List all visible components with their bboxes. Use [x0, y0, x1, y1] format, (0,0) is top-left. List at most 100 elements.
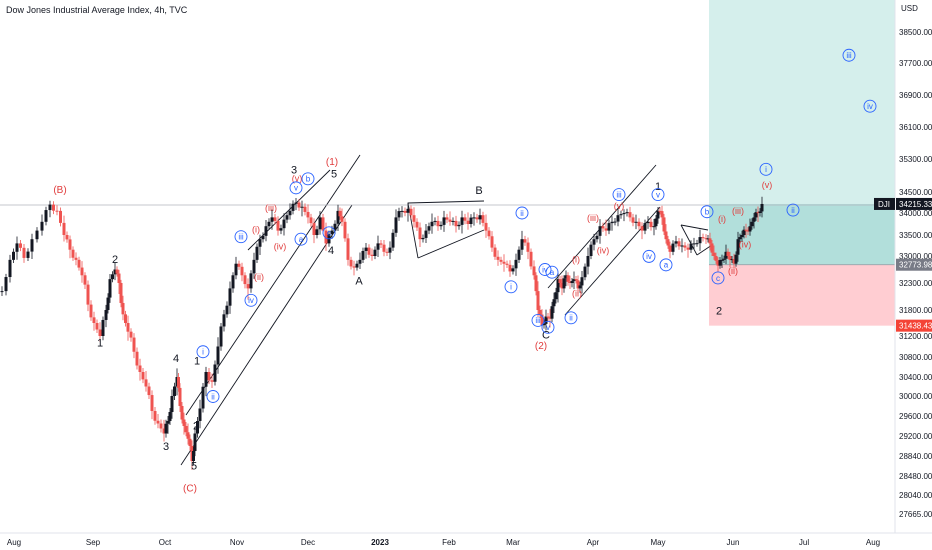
candle[interactable] [201, 386, 205, 409]
candle[interactable] [121, 302, 125, 315]
candle[interactable] [607, 223, 611, 231]
candle[interactable] [228, 288, 232, 306]
candle[interactable] [546, 316, 550, 318]
candle[interactable] [312, 223, 316, 235]
candle[interactable] [674, 241, 678, 244]
candle[interactable] [48, 204, 52, 211]
candle[interactable] [756, 212, 760, 214]
candle[interactable] [132, 337, 136, 352]
candle[interactable] [514, 259, 518, 269]
candle[interactable] [129, 331, 133, 338]
candle[interactable] [412, 215, 416, 222]
candle[interactable] [451, 220, 455, 222]
candle[interactable] [0, 291, 4, 293]
candle[interactable] [526, 242, 530, 252]
candle[interactable] [466, 220, 470, 224]
candle[interactable] [240, 266, 244, 276]
candle[interactable] [750, 221, 754, 227]
triangle-line[interactable] [407, 200, 485, 204]
candle[interactable] [493, 247, 497, 257]
candle[interactable] [560, 283, 564, 289]
candle[interactable] [113, 269, 117, 275]
candle[interactable] [124, 314, 127, 323]
candle[interactable] [340, 216, 344, 222]
candle[interactable] [540, 314, 544, 326]
candle[interactable] [184, 426, 188, 433]
triangle-line[interactable] [680, 224, 698, 256]
candle[interactable] [80, 267, 84, 276]
candle[interactable] [141, 372, 145, 380]
candle[interactable] [643, 223, 647, 231]
candle[interactable] [550, 306, 554, 319]
candle[interactable] [336, 210, 340, 224]
candle[interactable] [714, 256, 718, 261]
candle[interactable] [695, 243, 699, 245]
candle[interactable] [724, 251, 728, 259]
candle[interactable] [249, 273, 253, 289]
candle[interactable] [656, 210, 660, 219]
candle[interactable] [330, 230, 334, 235]
candle[interactable] [276, 220, 280, 231]
candle[interactable] [196, 421, 199, 434]
candle[interactable] [586, 256, 590, 267]
candle[interactable] [188, 438, 192, 446]
trend-lines[interactable] [0, 154, 895, 466]
candle[interactable] [421, 237, 425, 240]
candle[interactable] [481, 215, 485, 223]
candle[interactable] [637, 221, 641, 227]
candle[interactable] [424, 230, 428, 238]
candle[interactable] [692, 243, 696, 245]
candle[interactable] [182, 419, 186, 427]
candle[interactable] [71, 249, 75, 258]
candle[interactable] [415, 221, 419, 228]
candle[interactable] [162, 428, 166, 434]
candle[interactable] [86, 284, 90, 305]
candle[interactable] [367, 247, 371, 255]
candle[interactable] [475, 217, 479, 220]
candle[interactable] [258, 239, 262, 247]
candle[interactable] [430, 221, 434, 227]
candle[interactable] [95, 323, 99, 330]
candle[interactable] [748, 226, 752, 232]
candle[interactable] [662, 217, 666, 232]
price-axis[interactable]: USD 27665.00 28040.00 28480.00 28840.00 29200… [874, 0, 932, 533]
candle[interactable] [523, 239, 527, 243]
candle[interactable] [55, 210, 59, 212]
candle[interactable] [111, 274, 114, 280]
candle[interactable] [754, 212, 758, 218]
candle[interactable] [558, 279, 562, 283]
candle[interactable] [180, 406, 184, 420]
candle[interactable] [252, 259, 256, 274]
candle[interactable] [758, 211, 762, 213]
candle[interactable] [193, 433, 197, 452]
candle[interactable] [457, 224, 461, 227]
candle[interactable] [511, 268, 515, 272]
candle[interactable] [508, 264, 512, 272]
candle[interactable] [30, 239, 34, 252]
candle[interactable] [207, 372, 211, 381]
candle[interactable] [478, 215, 482, 220]
candle[interactable] [255, 246, 259, 260]
candle[interactable] [261, 235, 265, 240]
candle[interactable] [490, 236, 494, 248]
candle[interactable] [144, 379, 148, 387]
candle[interactable] [62, 222, 66, 235]
candle[interactable] [98, 329, 102, 337]
candle[interactable] [616, 215, 620, 222]
candle[interactable] [364, 247, 368, 251]
candle[interactable] [358, 259, 362, 264]
candle[interactable] [708, 238, 712, 244]
candle[interactable] [108, 279, 112, 298]
triangle-line[interactable] [696, 244, 713, 256]
target-zone[interactable] [709, 0, 895, 204]
candle[interactable] [534, 275, 538, 292]
candle[interactable] [204, 372, 208, 387]
candle[interactable] [59, 210, 62, 223]
candle[interactable] [219, 326, 223, 347]
candle[interactable] [89, 304, 93, 318]
candle[interactable] [279, 228, 283, 231]
candle[interactable] [297, 202, 301, 208]
candle[interactable] [574, 279, 578, 281]
candle[interactable] [186, 432, 190, 439]
candle[interactable] [677, 241, 681, 247]
